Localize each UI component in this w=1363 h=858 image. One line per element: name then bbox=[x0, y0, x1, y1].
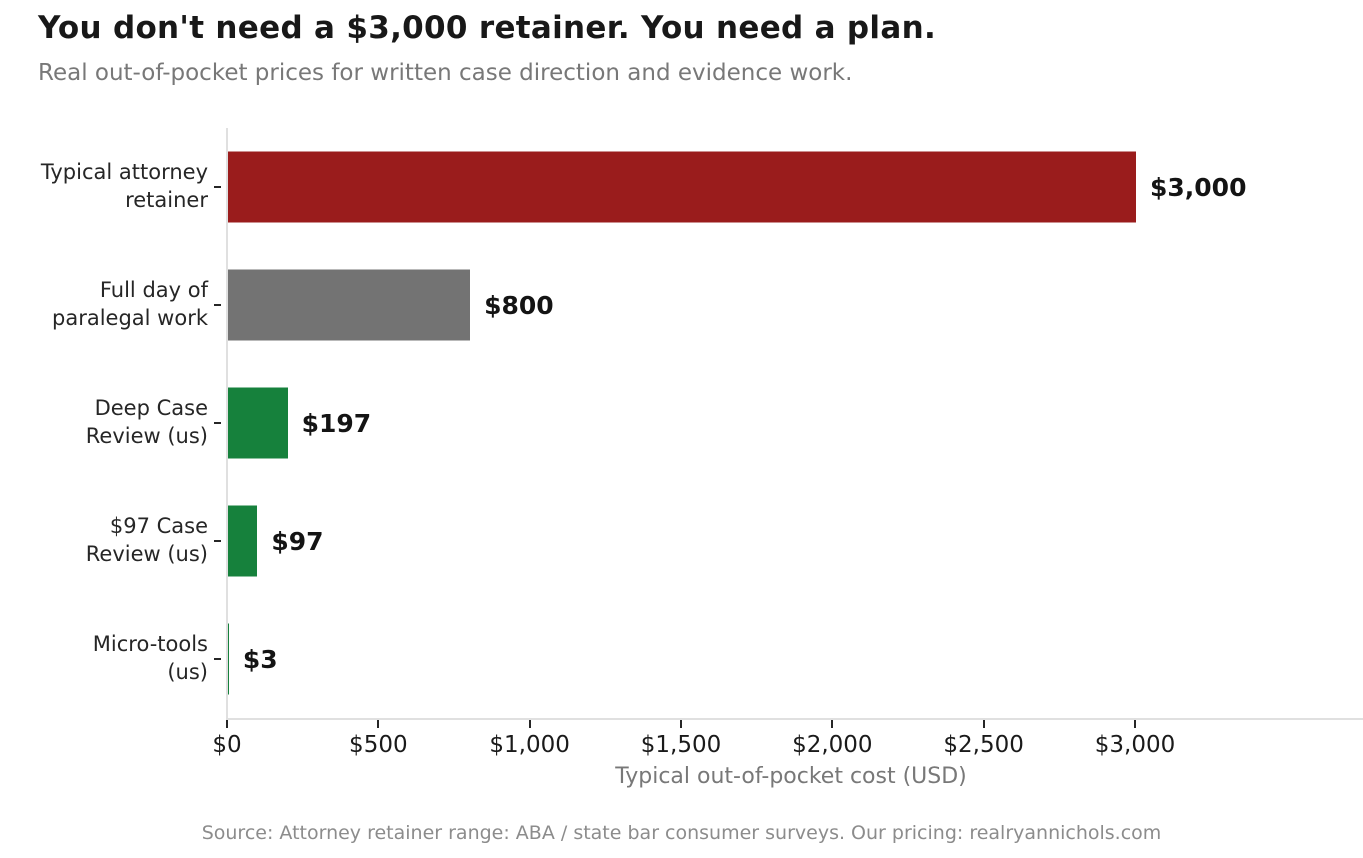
category-label: Full day of paralegal work bbox=[52, 278, 208, 330]
x-tick-label: $3,000 bbox=[1094, 732, 1176, 758]
bar-rows: Typical attorney retainer $3,000 Full day … bbox=[0, 128, 1363, 718]
y-tick-mark bbox=[214, 658, 221, 660]
category-label: Micro-tools (us) bbox=[92, 632, 208, 684]
bar-value-label: $800 bbox=[484, 290, 554, 320]
bar-row: $97 Case Review (us) $97 bbox=[0, 482, 1363, 600]
x-tick-mark bbox=[680, 720, 682, 728]
x-tick-mark bbox=[1134, 720, 1136, 728]
bar-row: Full day of paralegal work $800 bbox=[0, 246, 1363, 364]
category-label: $97 Case Review (us) bbox=[85, 514, 208, 566]
x-tick-label: $2,500 bbox=[943, 732, 1024, 758]
x-axis: $0 $500 $1,000 $1,500 $2,000 $2,500 $3,000 bbox=[212, 718, 1363, 768]
bar-row: Typical attorney retainer $3,000 bbox=[0, 128, 1363, 246]
y-tick-mark bbox=[214, 422, 221, 424]
plot-area: Typical attorney retainer $3,000 Full day … bbox=[0, 128, 1363, 720]
x-tick-label: $1,000 bbox=[489, 732, 570, 758]
x-tick-mark bbox=[528, 720, 531, 728]
bar-value-label: $197 bbox=[301, 408, 372, 438]
bar-track: $800 bbox=[228, 269, 1363, 341]
x-tick-label: $2,000 bbox=[792, 732, 873, 758]
category-label: Deep Case Review (us) bbox=[85, 396, 208, 448]
source-note: Source: Attorney retainer range: ABA / s… bbox=[201, 822, 1162, 844]
y-tick-mark bbox=[214, 540, 221, 542]
bar-row: Micro-tools (us) $3 bbox=[0, 600, 1363, 718]
bar bbox=[228, 269, 471, 341]
y-axis-line bbox=[226, 128, 228, 718]
chart-title: You don't need a $3,000 retainer. You ne… bbox=[38, 10, 937, 46]
bar bbox=[228, 623, 229, 695]
y-tick-mark bbox=[214, 186, 221, 188]
bar-track: $3,000 bbox=[228, 151, 1363, 223]
chart-subtitle: Real out-of-pocket prices for written ca… bbox=[38, 60, 853, 86]
x-axis-title: Typical out-of-pocket cost (USD) bbox=[615, 764, 967, 789]
bar-track: $3 bbox=[228, 623, 1363, 695]
x-axis-line bbox=[226, 718, 1363, 720]
x-tick-label: $500 bbox=[349, 732, 408, 758]
bar-value-label: $97 bbox=[271, 526, 324, 556]
x-tick-mark bbox=[831, 720, 834, 728]
bar bbox=[228, 151, 1136, 223]
x-tick-mark bbox=[226, 720, 228, 728]
y-tick-mark bbox=[214, 304, 221, 306]
bar-value-label: $3,000 bbox=[1150, 172, 1247, 202]
x-tick-mark bbox=[377, 720, 380, 728]
category-label: Typical attorney retainer bbox=[40, 160, 208, 212]
bar-row: Deep Case Review (us) $197 bbox=[0, 364, 1363, 482]
bar-value-label: $3 bbox=[242, 644, 278, 674]
x-tick-label: $1,500 bbox=[640, 732, 722, 758]
bar bbox=[228, 387, 288, 459]
bar-track: $97 bbox=[228, 505, 1363, 577]
x-tick-label: $0 bbox=[212, 732, 242, 758]
bar-track: $197 bbox=[228, 387, 1363, 459]
bar bbox=[228, 505, 258, 577]
x-tick-mark bbox=[982, 720, 985, 728]
